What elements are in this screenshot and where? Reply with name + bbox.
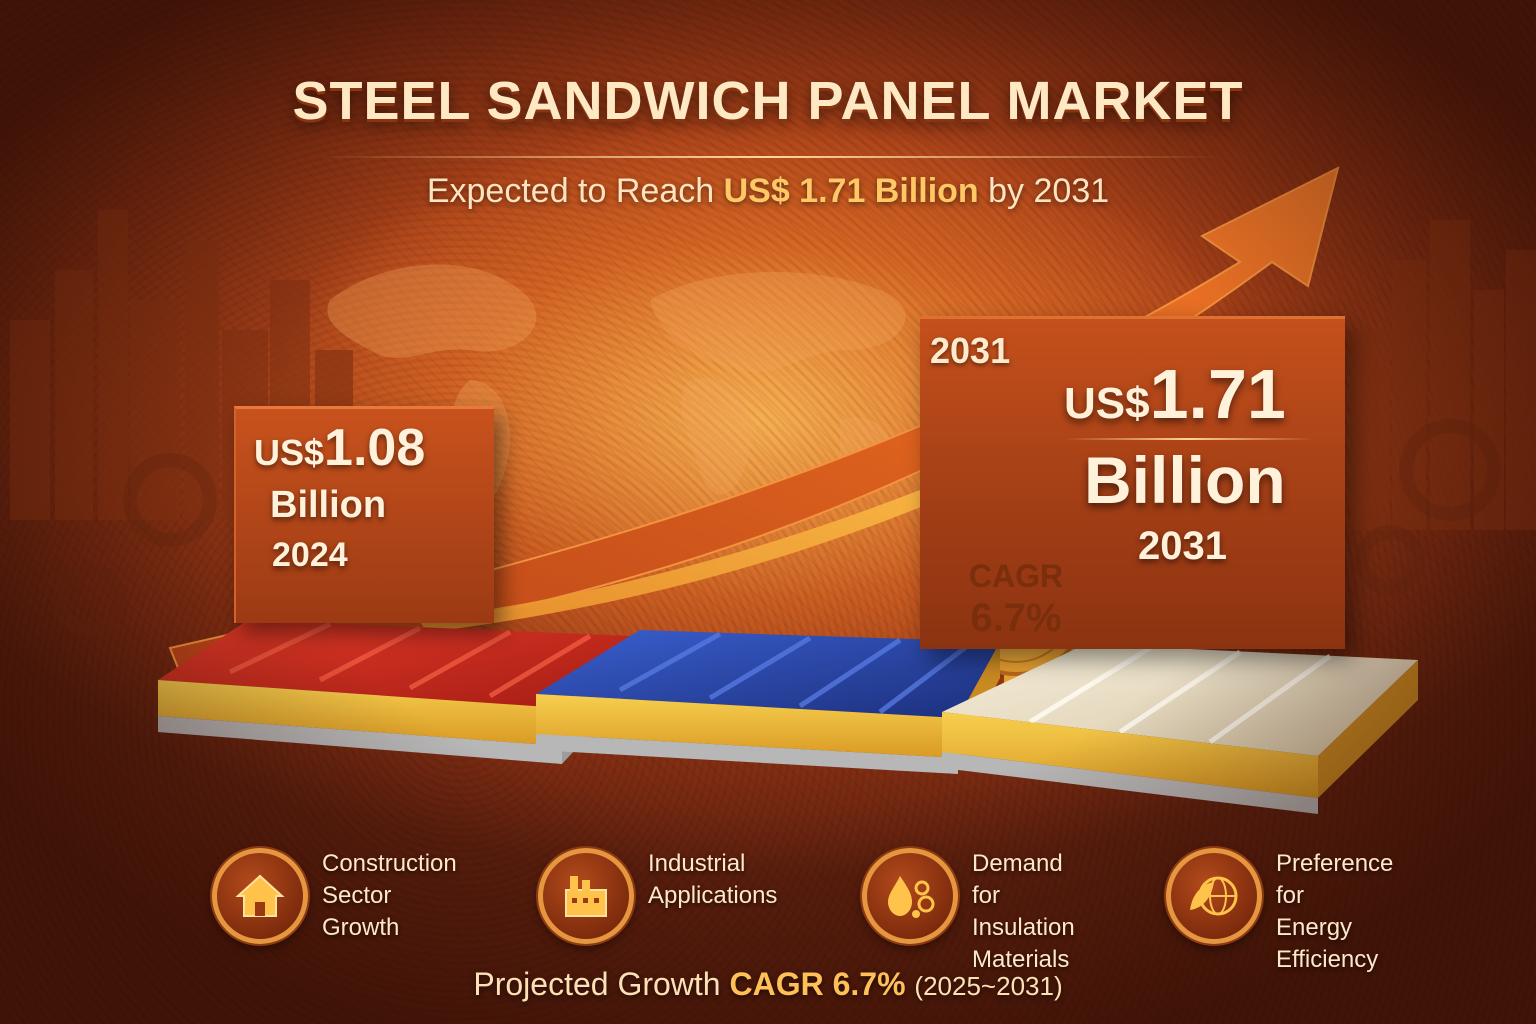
driver-line: Sector Growth [322, 882, 400, 941]
driver-line: Materials [972, 946, 1070, 973]
subtitle-suffix: by 2031 [988, 172, 1110, 210]
driver-line: Construction [322, 850, 457, 877]
driver-line: Energy Efficiency [1276, 914, 1379, 973]
value-box-2031 [920, 316, 1345, 649]
value-2024-amount: US$1.08 [254, 418, 425, 478]
subtitle-value: US$ 1.71 Billion [723, 172, 979, 210]
house-icon [212, 848, 308, 944]
cagr-label: CAGR [968, 558, 1064, 594]
footer-period: (2025~2031) [914, 971, 1063, 1001]
value-box-2024 [234, 406, 494, 623]
subtitle-prefix: Expected to Reach [426, 172, 715, 210]
cagr-badge: CAGR 6.7% [942, 560, 1090, 638]
driver-label: Construction Sector Growth [322, 848, 457, 944]
driver-line: Demand for [972, 850, 1063, 909]
footer-prefix: Projected Growth [473, 966, 721, 1002]
driver-label: Preference for Energy Efficiency [1276, 848, 1393, 976]
insulation-icon [862, 848, 958, 944]
title-divider [318, 156, 1218, 158]
value-2024-currency: US$ [254, 432, 325, 473]
factory-icon [538, 848, 634, 944]
value-2031-currency: US$ [1064, 379, 1150, 428]
value-2024-year: 2024 [272, 536, 348, 574]
footer-growth: Projected Growth CAGR 6.7% (2025~2031) [0, 966, 1536, 1003]
box-2031-label: 2031 [930, 330, 1011, 371]
globe-leaf-icon [1166, 848, 1262, 944]
value-2031-amount: US$1.71 [1064, 354, 1286, 434]
value-2031-number: 1.71 [1149, 355, 1286, 433]
driver-label: Industrial Applications [648, 848, 777, 912]
driver-line: Insulation [972, 914, 1075, 941]
page-title: STEEL SANDWICH PANEL MARKET [292, 71, 1244, 131]
value-2031-unit: Billion [1084, 443, 1286, 517]
driver-line: Preference for [1276, 850, 1394, 909]
driver-line: Applications [648, 882, 778, 909]
footer-cagr: CAGR 6.7% [729, 966, 906, 1002]
value-2031-divider [1064, 438, 1314, 440]
cagr-value: 6.7% [970, 596, 1062, 640]
driver-label: Demand for Insulation Materials [972, 848, 1075, 976]
value-2031-year: 2031 [1138, 524, 1227, 568]
page-subtitle: Expected to Reach US$ 1.71 Billion by 20… [0, 172, 1536, 211]
value-2024-unit: Billion [270, 484, 387, 526]
driver-line: Industrial [648, 850, 746, 877]
value-2024-number: 1.08 [324, 419, 426, 477]
